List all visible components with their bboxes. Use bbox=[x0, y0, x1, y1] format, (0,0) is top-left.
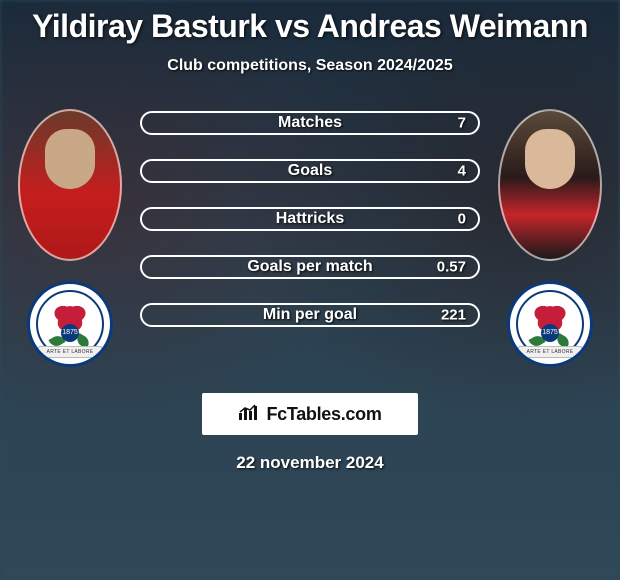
stat-value-right: 0 bbox=[458, 211, 466, 228]
stat-value-right: 221 bbox=[441, 307, 466, 324]
stats-list: Matches 7 Goals 4 Hattricks 0 Goals per match 0… bbox=[140, 105, 480, 327]
club-year: 1875 bbox=[61, 324, 79, 342]
stat-row: Min per goal 221 bbox=[140, 303, 480, 327]
stat-label: Min per goal bbox=[263, 306, 357, 324]
stat-label: Hattricks bbox=[276, 210, 344, 228]
player-right-club-badge: 1875 ARTE ET LABORE bbox=[507, 281, 593, 367]
right-column: 1875 ARTE ET LABORE bbox=[498, 105, 602, 367]
chart-icon bbox=[238, 403, 260, 426]
stat-row: Matches 7 bbox=[140, 111, 480, 135]
stat-label: Goals bbox=[288, 162, 332, 180]
main-row: 1875 ARTE ET LABORE Matches 7 Goals 4 Hattri… bbox=[0, 105, 620, 367]
page-title: Yildiray Basturk vs Andreas Weimann bbox=[32, 8, 588, 45]
page-subtitle: Club competitions, Season 2024/2025 bbox=[167, 57, 452, 75]
avatar-face-icon bbox=[45, 129, 95, 189]
stat-row: Hattricks 0 bbox=[140, 207, 480, 231]
player-left-avatar bbox=[18, 109, 122, 261]
left-column: 1875 ARTE ET LABORE bbox=[18, 105, 122, 367]
branding-badge: FcTables.com bbox=[202, 393, 418, 435]
date-label: 22 november 2024 bbox=[236, 453, 383, 473]
branding-text: FcTables.com bbox=[266, 404, 381, 425]
avatar-face-icon bbox=[525, 129, 575, 189]
stat-value-right: 4 bbox=[458, 163, 466, 180]
stat-label: Matches bbox=[278, 114, 342, 132]
comparison-card: Yildiray Basturk vs Andreas Weimann Club… bbox=[0, 0, 620, 580]
stat-row: Goals per match 0.57 bbox=[140, 255, 480, 279]
club-year: 1875 bbox=[541, 324, 559, 342]
stat-value-right: 0.57 bbox=[437, 259, 466, 276]
stat-label: Goals per match bbox=[247, 258, 372, 276]
stat-value-right: 7 bbox=[458, 115, 466, 132]
club-motto: ARTE ET LABORE bbox=[518, 346, 582, 358]
player-right-avatar bbox=[498, 109, 602, 261]
player-left-club-badge: 1875 ARTE ET LABORE bbox=[27, 281, 113, 367]
club-motto: ARTE ET LABORE bbox=[38, 346, 102, 358]
stat-row: Goals 4 bbox=[140, 159, 480, 183]
